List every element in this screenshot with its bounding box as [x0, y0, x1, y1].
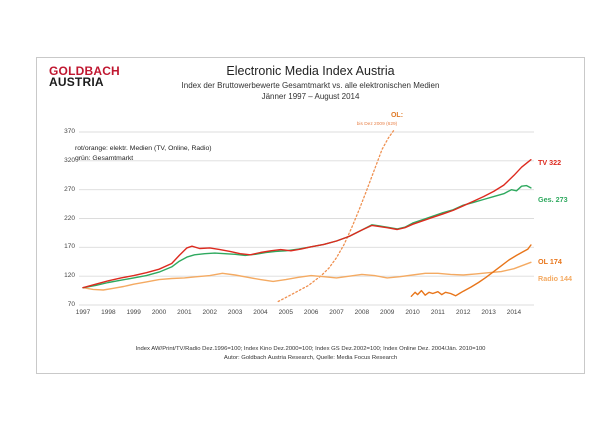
logo-line1: GOLDBACH — [49, 64, 120, 78]
y-tick-label: 370 — [64, 128, 75, 135]
footer-source: Autor: Goldbach Austria Research, Quelle… — [223, 355, 398, 361]
ol-annotation-label: OL: — [390, 112, 404, 119]
y-tick-label: 270 — [64, 185, 75, 193]
goldbach-austria-logo: GOLDBACH AUSTRIA — [49, 64, 120, 89]
y-tick-label: 170 — [64, 243, 75, 251]
x-tick-label: 2012 — [456, 309, 471, 316]
y-tick-label: 120 — [64, 272, 75, 280]
x-tick-label: 2001 — [177, 309, 192, 316]
y-tick-label: 70 — [67, 301, 75, 308]
series-line-gesamtmarkt — [82, 184, 532, 289]
x-tick-label: 2002 — [202, 309, 217, 316]
chart-date-range: Jänner 1997 – August 2014 — [261, 92, 360, 101]
series-line-radio — [82, 261, 532, 291]
legend-line-electronic: rot/orange: elektr. Medien (TV, Online, … — [75, 145, 212, 152]
chart-subtitle: Index der Bruttowerbewerte Gesamtmarkt v… — [181, 81, 440, 90]
report-slide: GOLDBACH AUSTRIA Electronic Media Index … — [36, 57, 585, 374]
x-tick-label: 2003 — [227, 309, 243, 316]
x-tick-label: 1999 — [126, 309, 141, 316]
x-tick-label: 2005 — [278, 309, 294, 316]
line-chart-plot — [79, 130, 534, 306]
x-tick-label: 2013 — [481, 309, 496, 316]
series-end-label-gesamtmarkt: Ges. 273 — [538, 195, 568, 204]
x-tick-label: 1998 — [101, 309, 116, 316]
color-legend: rot/orange: elektr. Medien (TV, Online, … — [75, 144, 212, 164]
x-tick-label: 2011 — [430, 309, 445, 316]
footer-index-definitions: Index AW/Print/TV/Radio Dez.1996=100; In… — [135, 346, 486, 352]
y-tick-label: 220 — [64, 214, 75, 222]
ol-annotation-note: bis Dez 2009 (629) — [356, 122, 398, 127]
series-end-label-tv: TV 322 — [538, 158, 562, 167]
logo-line2: AUSTRIA — [49, 75, 104, 89]
series-end-label-radio: Radio 144 — [538, 274, 572, 283]
x-tick-label: 2000 — [151, 309, 167, 316]
x-tick-label: 2014 — [506, 309, 522, 316]
chart-title: Electronic Media Index Austria — [226, 64, 395, 78]
x-tick-label: 2008 — [354, 309, 370, 316]
x-tick-label: 2010 — [405, 309, 420, 316]
x-tick-label: 2006 — [303, 309, 319, 316]
series-line-online-ol- — [410, 244, 532, 298]
x-tick-label: 2004 — [253, 309, 268, 316]
y-tick-label: 320 — [64, 156, 75, 164]
series-end-label-online-ol-: OL 174 — [538, 257, 562, 266]
x-tick-label: 2007 — [329, 309, 344, 316]
x-tick-label: 2009 — [379, 309, 395, 316]
legend-line-gesamtmarkt: grün: Gesamtmarkt — [75, 155, 134, 162]
series-line-tv — [82, 158, 532, 289]
series-line-ol-alte-basis-dotted-bis-dez- — [277, 130, 395, 303]
x-tick-label: 1997 — [75, 309, 91, 316]
